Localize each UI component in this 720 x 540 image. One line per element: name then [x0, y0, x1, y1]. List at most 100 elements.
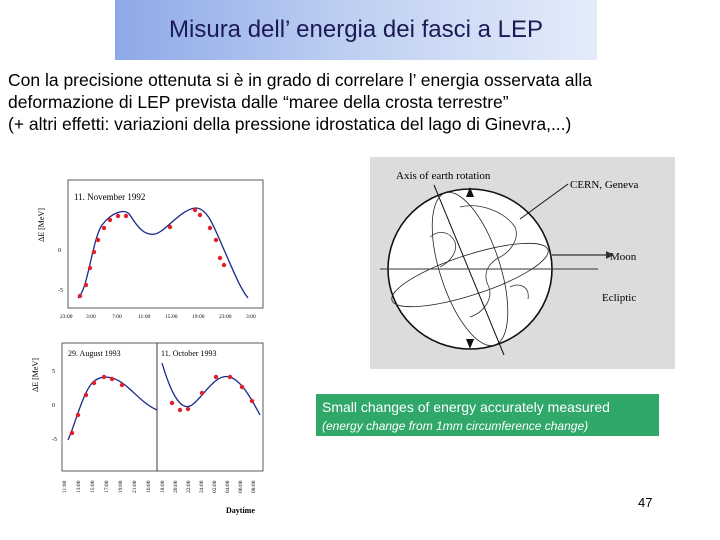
top-xtick-2: 7:00 — [112, 314, 122, 320]
bottom-plot-label-left: 29. August 1993 — [68, 349, 121, 358]
top-point — [115, 213, 121, 219]
moon-arrow-head — [606, 251, 614, 259]
top-point — [197, 212, 203, 218]
top-energy-plot: ΔE [MeV] 11. November 1992 0 -5 23:00 3:… — [30, 170, 275, 330]
top-point — [221, 262, 227, 268]
bottom-point — [83, 392, 89, 398]
bottom-xtick-4: 19:00 — [118, 480, 124, 493]
bottom-plot-points — [69, 374, 255, 436]
bottom-point — [239, 384, 245, 390]
caption-sub: (energy change from 1mm circumference ch… — [322, 419, 589, 433]
top-plot-ylabel: ΔE [MeV] — [37, 208, 46, 242]
top-point — [101, 225, 107, 231]
equator-line — [391, 242, 549, 308]
bottom-xtick-2: 15:00 — [90, 480, 96, 493]
bottom-xtick-14: 08:00 — [251, 480, 257, 493]
bottom-point — [177, 407, 183, 413]
ecliptic-label: Ecliptic — [602, 292, 636, 304]
body-text: Con la precisione ottenuta si è in grado… — [8, 69, 714, 135]
bottom-xtick-6: 16:00 — [146, 480, 152, 493]
bottom-point — [213, 374, 219, 380]
bottom-plot-left-frame — [61, 342, 158, 472]
top-point — [107, 217, 113, 223]
top-point — [87, 265, 93, 271]
bottom-plot-right-frame — [156, 342, 264, 472]
bottom-point — [109, 376, 115, 382]
bottom-plot-ytick-1: 0 — [52, 403, 55, 409]
moon-label: Moon — [610, 251, 637, 263]
bottom-xtick-3: 17:00 — [104, 480, 110, 493]
bottom-point — [75, 412, 81, 418]
bottom-point — [69, 430, 75, 436]
top-point — [77, 293, 83, 299]
top-point — [83, 282, 89, 288]
bottom-right-curve — [161, 362, 261, 416]
top-plot-points — [77, 207, 227, 299]
top-point — [192, 207, 198, 213]
slide-title: Misura dell’ energia dei fasci a LEP — [169, 16, 543, 43]
bottom-left-curve — [67, 376, 158, 441]
bottom-point — [119, 382, 125, 388]
top-plot-ytick-0: 0 — [58, 248, 61, 254]
top-xtick-4: 15:00 — [165, 314, 178, 320]
page-number: 47 — [638, 495, 653, 510]
top-point — [167, 224, 173, 230]
bottom-point — [227, 374, 233, 380]
bottom-point — [169, 400, 175, 406]
bottom-xtick-12: 04:00 — [225, 480, 231, 493]
continents — [429, 205, 529, 318]
bottom-energy-plot: ΔE [MeV] 29. August 1993 11. October 199… — [30, 335, 275, 520]
top-xtick-7: 3:00 — [246, 314, 256, 320]
axis-label: Axis of earth rotation — [396, 170, 491, 182]
top-point — [123, 213, 129, 219]
caption-main: Small changes of energy accurately measu… — [322, 399, 610, 415]
top-xtick-1: 3:00 — [86, 314, 96, 320]
bottom-xtick-5: 21:00 — [132, 480, 138, 493]
top-xtick-6: 23:00 — [219, 314, 232, 320]
body-line-1: Con la precisione ottenuta si è in grado… — [8, 70, 592, 90]
bottom-xtick-7: 18:00 — [160, 480, 166, 493]
bottom-xtick-9: 22:00 — [186, 480, 192, 493]
tidal-arrow-down — [466, 339, 474, 349]
top-point — [95, 237, 101, 243]
top-xtick-5: 19:00 — [192, 314, 205, 320]
bottom-xtick-10: 24:00 — [199, 480, 205, 493]
bottom-plot-label-right: 11. October 1993 — [161, 349, 216, 358]
top-plot-label: 11. November 1992 — [74, 192, 145, 202]
top-point — [91, 249, 97, 255]
top-plot-curve — [77, 207, 249, 299]
cern-pointer — [519, 183, 569, 220]
bottom-plot-ylabel: ΔE [MeV] — [31, 358, 40, 392]
bottom-xtick-1: 13:00 — [76, 480, 82, 493]
body-line-2: deformazione di LEP prevista dalle “mare… — [8, 92, 509, 112]
top-xtick-3: 11:00 — [138, 314, 151, 320]
top-point — [207, 225, 213, 231]
caption-box: Small changes of energy accurately measu… — [316, 394, 659, 436]
bottom-xtick-0: 11:00 — [62, 480, 68, 493]
bottom-plot-xticks: 11:00 13:00 15:00 17:00 19:00 21:00 16:0… — [62, 480, 257, 493]
bottom-xtick-8: 20:00 — [173, 480, 179, 493]
bottom-point — [185, 406, 191, 412]
earth-tide-diagram: Axis of earth rotation CERN, Geneva Moon… — [370, 157, 675, 369]
rotation-axis — [433, 184, 505, 356]
bottom-xtick-11: 02:00 — [212, 480, 218, 493]
meridian-line — [431, 191, 509, 347]
body-line-3: (+ altri effetti: variazioni della press… — [8, 114, 572, 134]
top-plot-xticks: 23:00 3:00 7:00 11:00 15:00 19:00 23:00 … — [60, 314, 256, 320]
bottom-point — [199, 390, 205, 396]
top-point — [217, 255, 223, 261]
bottom-point — [249, 398, 255, 404]
top-plot-frame — [67, 179, 264, 309]
tidal-arrow-up — [466, 187, 474, 197]
bottom-plot-ytick-0: 5 — [52, 369, 55, 375]
title-banner: Misura dell’ energia dei fasci a LEP — [115, 0, 597, 60]
cern-label: CERN, Geneva — [570, 179, 639, 191]
bottom-point — [91, 380, 97, 386]
top-plot-ytick-1: -5 — [58, 288, 63, 294]
bottom-plot-ytick-2: -5 — [52, 437, 57, 443]
top-point — [213, 237, 219, 243]
bottom-point — [101, 374, 107, 380]
bottom-plot-xlabel: Daytime — [226, 506, 255, 515]
bottom-xtick-13: 06:00 — [238, 480, 244, 493]
top-xtick-0: 23:00 — [60, 314, 73, 320]
